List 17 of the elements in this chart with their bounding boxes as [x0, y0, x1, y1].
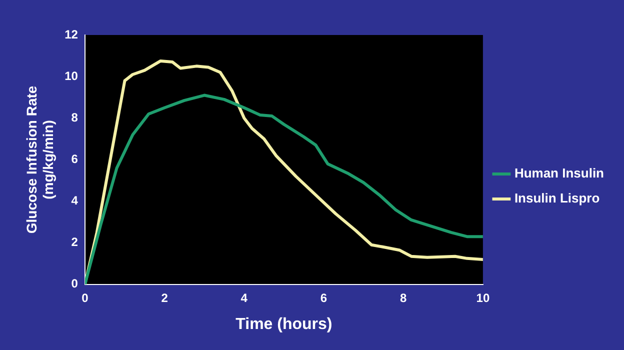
x-tick-label: 10: [476, 290, 490, 305]
y-tick-label: 2: [71, 235, 78, 250]
y-tick-label: 12: [64, 27, 78, 42]
x-tick-label: 6: [320, 290, 328, 305]
y-tick-label: 10: [64, 68, 78, 83]
x-tick-label: 2: [161, 290, 168, 305]
y-tick-label: 6: [71, 152, 78, 166]
x-tick-label: 0: [82, 290, 89, 305]
y-tick-label: 8: [71, 110, 78, 124]
x-tick-label: 8: [400, 290, 407, 305]
x-axis-title: Time (hours): [236, 316, 332, 333]
legend-label: Insulin Lispro: [514, 190, 600, 206]
legend-label: Human Insulin: [514, 166, 604, 181]
x-tick-label: 4: [240, 290, 248, 305]
y-tick-label: 0: [71, 276, 78, 291]
y-tick-label: 4: [71, 194, 78, 208]
y-axis-title: Glucose Infusion Rate (mg/kg/min): [23, 86, 56, 234]
